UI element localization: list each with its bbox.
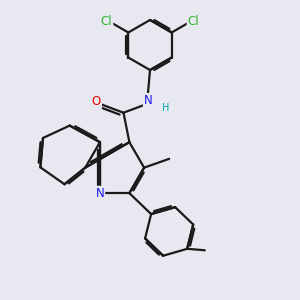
- Text: N: N: [144, 94, 153, 107]
- Text: H: H: [162, 103, 169, 113]
- Text: Cl: Cl: [101, 15, 112, 28]
- Text: O: O: [92, 95, 101, 108]
- Text: Cl: Cl: [188, 15, 199, 28]
- Text: N: N: [96, 187, 104, 200]
